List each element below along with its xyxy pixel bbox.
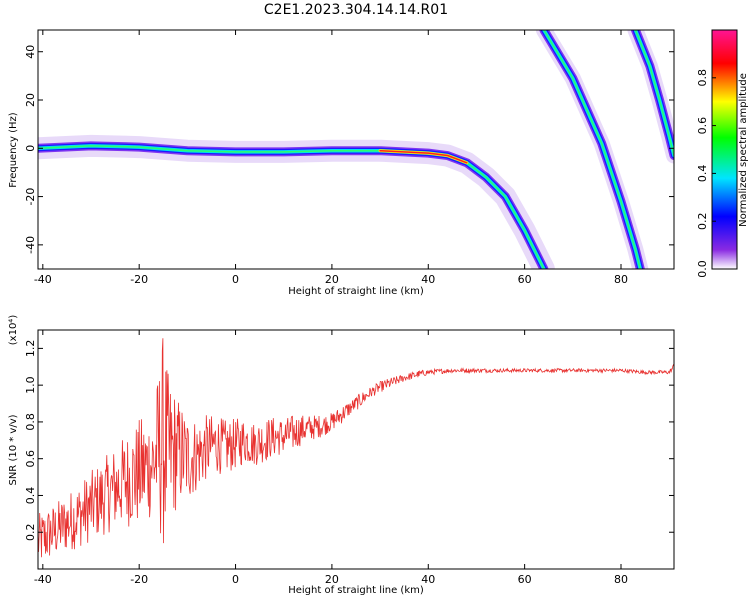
y-tick-label: 0.6	[24, 450, 37, 468]
colorbar-tick-label: 0.8	[696, 69, 709, 87]
spectrogram-trace-layer	[543, 30, 642, 269]
spectrogram-hot-center	[379, 149, 468, 164]
x-tick-label: 40	[421, 273, 435, 286]
x-tick-label: 60	[518, 573, 532, 586]
x-tick-label: 80	[614, 273, 628, 286]
x-tick-label: 20	[325, 273, 339, 286]
y-tick-label: 1.0	[24, 376, 37, 394]
x-tick-label: -20	[130, 273, 148, 286]
spectrogram-ylabel: Frequency (Hz)	[8, 112, 19, 188]
y-tick-label: 0.2	[24, 523, 37, 541]
x-tick-label: 20	[325, 573, 339, 586]
colorbar-tick-label: 0.2	[696, 212, 709, 230]
x-tick-label: 80	[614, 573, 628, 586]
x-tick-label: 60	[518, 273, 532, 286]
snr-plot-area	[38, 338, 674, 558]
y-tick-label: 0.4	[24, 487, 37, 505]
colorbar-tick-label: 0.4	[696, 165, 709, 183]
spectrogram-traces	[38, 30, 674, 269]
colorbar-label: Normalized spectral amplitude	[738, 73, 749, 227]
snr-xlabel: Height of straight line (km)	[288, 585, 424, 596]
snr-panel: -40 -20 0 20 40 60 80 0.2 0.4 0.6 0.8 1.0 1.2 Height…	[8, 315, 675, 596]
snr-ylabel: SNR (10 * v/v)	[8, 414, 19, 485]
y-tick-label: 1.2	[24, 340, 37, 358]
snr-ticks: -40 -20 0 20 40 60 80 0.2 0.4 0.6 0.8 1.0 1.2	[24, 330, 674, 586]
spectrogram-trace-layer	[634, 30, 674, 157]
x-tick-label: -20	[130, 573, 148, 586]
y-tick-label: -40	[24, 236, 37, 254]
colorbar: 0.0 0.2 0.4 0.6 0.8 Normalized spectral ampl…	[696, 29, 749, 278]
y-tick-label: 20	[24, 93, 37, 107]
snr-series-line	[38, 338, 674, 558]
y-tick-label: 0.8	[24, 413, 37, 431]
spectrogram-ticks: -40 -20 0 20 40 60 80 -40 -20 0 20 40	[24, 30, 674, 286]
x-tick-label: -40	[34, 573, 52, 586]
spectrogram-xlabel: Height of straight line (km)	[288, 286, 424, 297]
colorbar-ticks: 0.0 0.2 0.4 0.6 0.8	[696, 69, 716, 278]
colorbar-gradient	[712, 30, 737, 269]
y-tick-label: 40	[24, 45, 37, 59]
colorbar-tick-label: 0.0	[696, 260, 709, 278]
x-tick-label: 0	[232, 573, 239, 586]
x-tick-label: 40	[421, 573, 435, 586]
snr-frame	[37, 329, 675, 570]
colorbar-tick-label: 0.6	[696, 117, 709, 135]
spectrogram-frame	[37, 29, 675, 270]
colorbar-frame	[711, 29, 738, 270]
x-tick-label: -40	[34, 273, 52, 286]
spectrogram-panel: -40 -20 0 20 40 60 80 -40 -20 0 20 40 Height of str…	[8, 29, 675, 297]
spectrogram-trace-layer	[38, 145, 545, 269]
snr-scale-label: (x10⁴)	[8, 315, 19, 346]
y-tick-label: 0	[24, 145, 37, 152]
y-tick-label: -20	[24, 188, 37, 206]
x-tick-label: 0	[232, 273, 239, 286]
chart-title: C2E1.2023.304.14.14.R01	[264, 2, 448, 18]
